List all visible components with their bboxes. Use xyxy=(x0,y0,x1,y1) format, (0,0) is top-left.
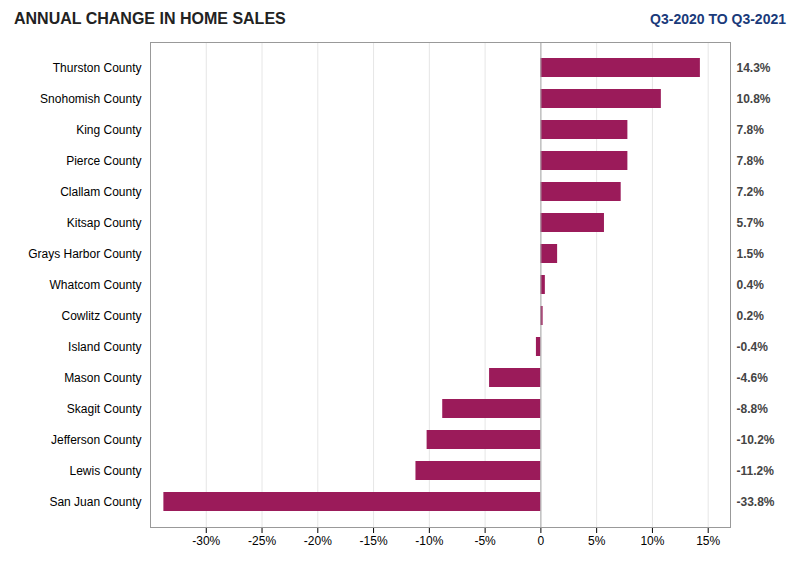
svg-text:Snohomish County: Snohomish County xyxy=(40,92,141,106)
svg-text:-4.6%: -4.6% xyxy=(737,371,769,385)
svg-text:15%: 15% xyxy=(696,534,720,548)
svg-text:7.2%: 7.2% xyxy=(737,185,765,199)
svg-text:-20%: -20% xyxy=(304,534,332,548)
svg-text:Cowlitz County: Cowlitz County xyxy=(61,309,141,323)
svg-text:King County: King County xyxy=(76,123,141,137)
svg-text:10.8%: 10.8% xyxy=(737,92,771,106)
svg-text:San Juan County: San Juan County xyxy=(49,495,141,509)
svg-text:-10%: -10% xyxy=(415,534,443,548)
svg-text:-0.4%: -0.4% xyxy=(737,340,769,354)
svg-text:-25%: -25% xyxy=(248,534,276,548)
svg-text:10%: 10% xyxy=(640,534,664,548)
svg-text:-11.2%: -11.2% xyxy=(737,464,775,478)
svg-text:Skagit County: Skagit County xyxy=(67,402,142,416)
svg-text:Kitsap County: Kitsap County xyxy=(67,216,142,230)
svg-text:-8.8%: -8.8% xyxy=(737,402,769,416)
svg-text:-5%: -5% xyxy=(474,534,496,548)
svg-text:Pierce County: Pierce County xyxy=(66,154,141,168)
svg-text:Grays Harbor County: Grays Harbor County xyxy=(28,247,141,261)
svg-text:Whatcom County: Whatcom County xyxy=(49,278,141,292)
svg-text:-33.8%: -33.8% xyxy=(737,495,775,509)
svg-text:-30%: -30% xyxy=(192,534,220,548)
svg-text:Clallam County: Clallam County xyxy=(60,185,141,199)
svg-text:7.8%: 7.8% xyxy=(737,154,765,168)
svg-text:Island County: Island County xyxy=(68,340,141,354)
svg-text:5.7%: 5.7% xyxy=(737,216,765,230)
svg-text:0: 0 xyxy=(538,534,545,548)
svg-text:Lewis County: Lewis County xyxy=(69,464,141,478)
svg-text:5%: 5% xyxy=(588,534,606,548)
svg-text:Mason County: Mason County xyxy=(64,371,141,385)
svg-text:1.5%: 1.5% xyxy=(737,247,765,261)
html-text:Q3-2020 TO Q3-2021: Q3-2020 TO Q3-2021 xyxy=(650,11,786,27)
svg-text:Jefferson County: Jefferson County xyxy=(51,433,142,447)
svg-text:7.8%: 7.8% xyxy=(737,123,765,137)
svg-text:14.3%: 14.3% xyxy=(737,61,771,75)
svg-text:-15%: -15% xyxy=(360,534,388,548)
svg-text:0.2%: 0.2% xyxy=(737,309,765,323)
svg-text:-10.2%: -10.2% xyxy=(737,433,775,447)
html-text:ANNUAL CHANGE IN HOME SALES: ANNUAL CHANGE IN HOME SALES xyxy=(14,10,286,27)
svg-text:0.4%: 0.4% xyxy=(737,278,765,292)
svg-text:Thurston County: Thurston County xyxy=(53,61,142,75)
